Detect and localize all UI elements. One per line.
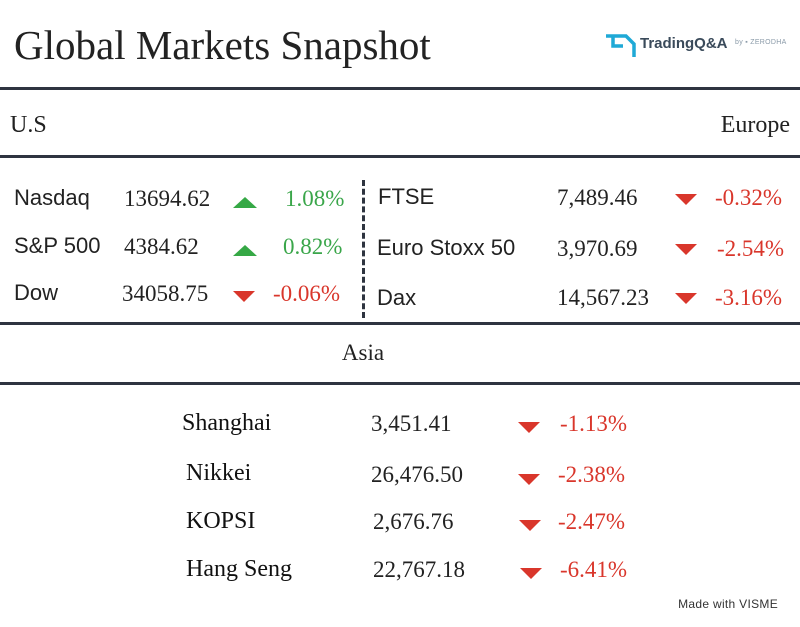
down-arrow-icon [520,568,542,579]
index-name: KOPSI [186,508,256,534]
index-value: 22,767.18 [373,557,465,582]
down-arrow-icon [233,291,255,302]
region-europe-label: Europe [720,112,790,138]
index-change: 0.82% [283,234,343,259]
index-name: Euro Stoxx 50 [377,235,516,260]
index-change: -2.38% [558,462,626,487]
index-change: -2.54% [717,236,785,261]
down-arrow-icon [518,422,540,433]
index-value: 4384.62 [124,234,199,259]
index-value: 34058.75 [122,281,209,306]
down-arrow-icon [675,244,697,255]
region-asia-label: Asia [341,340,385,365]
index-name: Dow [14,280,59,305]
page-title: Global Markets Snapshot [14,22,431,68]
down-arrow-icon [519,520,541,531]
index-name: S&P 500 [14,233,101,258]
index-value: 3,451.41 [371,411,452,436]
brand-logo-icon [606,34,636,57]
column-divider [362,180,365,318]
region-us-label: U.S [10,112,47,138]
down-arrow-icon [675,293,697,304]
index-value: 26,476.50 [371,462,463,487]
index-name: FTSE [378,184,435,209]
section-rule [0,322,800,325]
down-arrow-icon [675,194,697,205]
brand-sub: by ▪ ZERODHA [735,39,787,46]
index-name: Hang Seng [186,556,292,582]
up-arrow-icon [233,197,257,208]
index-value: 7,489.46 [557,185,638,210]
asia-rule [0,382,800,385]
footer-credit: Made with VISME [678,597,778,611]
index-change: 1.08% [285,186,345,211]
index-value: 3,970.69 [557,236,638,261]
index-change: -1.13% [560,411,628,436]
index-change: -0.32% [715,185,783,210]
top-rule [0,87,800,90]
up-arrow-icon [233,245,257,256]
index-name: Shanghai [182,410,272,436]
index-change: -2.47% [558,509,626,534]
index-value: 2,676.76 [373,509,454,534]
index-change: -6.41% [560,557,628,582]
index-name: Dax [377,285,417,310]
index-change: -0.06% [273,281,341,306]
index-name: Nasdaq [14,185,90,210]
brand-name: TradingQ&A [640,35,728,52]
index-name: Nikkei [186,460,252,486]
down-arrow-icon [518,474,540,485]
region-rule [0,155,800,158]
index-value: 13694.62 [124,186,211,211]
index-change: -3.16% [715,285,783,310]
index-value: 14,567.23 [557,285,649,310]
